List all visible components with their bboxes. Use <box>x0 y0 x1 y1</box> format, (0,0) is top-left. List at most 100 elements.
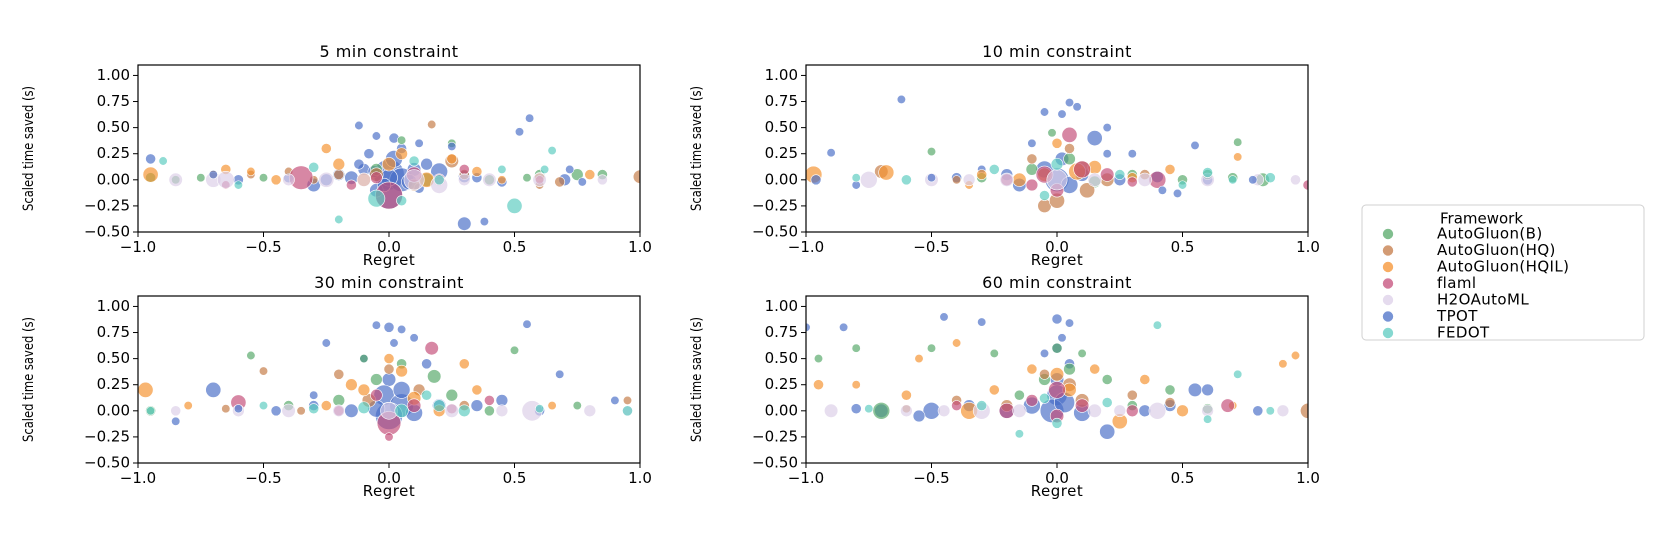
point-fedot <box>146 406 156 416</box>
point-autogluon-hqil- <box>332 157 346 171</box>
y-tick-label: 0.00 <box>765 170 798 188</box>
legend-label: AutoGluon(HQ) <box>1437 241 1556 259</box>
point-autogluon-hqil- <box>395 147 408 160</box>
legend-marker <box>1382 310 1394 323</box>
point-autogluon-hqil- <box>813 379 824 391</box>
point-autogluon-hq- <box>632 169 640 184</box>
point-autogluon-hq- <box>333 368 345 380</box>
point-fedot <box>433 174 445 186</box>
x-tick-label: 0.0 <box>1045 469 1069 487</box>
point-fedot <box>233 180 243 190</box>
point-fedot <box>1177 180 1188 190</box>
y-tick-label: 0.50 <box>765 118 798 136</box>
legend-label: flaml <box>1437 274 1476 292</box>
point-autogluon-b- <box>445 388 459 402</box>
point-flaml <box>1100 167 1115 182</box>
point-h2oautoml <box>170 405 182 417</box>
point-autogluon-hqil- <box>142 166 159 183</box>
point-tpot <box>850 403 862 415</box>
point-flaml <box>1048 381 1066 399</box>
y-tick-label: 0.00 <box>765 401 798 419</box>
point-tpot <box>270 405 282 417</box>
legend-label: AutoGluon(B) <box>1437 225 1543 243</box>
point-autogluon-b- <box>926 147 937 157</box>
subplot-title: 5 min constraint <box>319 42 458 61</box>
point-autogluon-b- <box>1164 384 1176 396</box>
point-tpot <box>926 173 937 183</box>
point-autogluon-hqil- <box>395 364 408 378</box>
point-tpot <box>610 395 620 405</box>
point-fedot <box>258 401 269 411</box>
point-fedot <box>458 404 471 418</box>
point-fedot <box>421 389 432 401</box>
y-tick-label: 0.25 <box>97 144 130 162</box>
point-autogluon-hqil- <box>1139 374 1151 385</box>
point-tpot <box>457 216 472 231</box>
point-h2oautoml <box>1290 174 1301 186</box>
point-h2oautoml <box>900 404 913 418</box>
point-autogluon-hqil- <box>138 381 154 398</box>
point-autogluon-hqil- <box>383 353 395 364</box>
point-flaml <box>1126 404 1139 418</box>
point-autogluon-hqil- <box>901 389 912 401</box>
x-tick-label: −0.5 <box>913 469 949 487</box>
point-autogluon-hq- <box>383 363 395 375</box>
scatter-points <box>138 319 633 442</box>
point-tpot <box>354 120 364 131</box>
legend-marker <box>1382 244 1394 257</box>
point-autogluon-b- <box>370 373 383 386</box>
point-autogluon-hqil- <box>988 384 1000 396</box>
point-autogluon-hqil- <box>320 143 332 154</box>
y-tick-label: 0.00 <box>97 401 130 419</box>
point-tpot <box>1064 98 1075 108</box>
point-flaml <box>1061 126 1078 143</box>
point-fedot <box>1264 172 1276 184</box>
point-tpot <box>577 177 587 187</box>
point-fedot <box>367 189 386 208</box>
point-flaml <box>1073 160 1091 179</box>
point-fedot <box>540 164 550 174</box>
point-fedot <box>851 173 861 183</box>
legend-marker <box>1382 228 1394 240</box>
legend-item: AutoGluon(B) <box>1382 225 1543 243</box>
y-tick-label: 1.00 <box>765 66 798 84</box>
point-autogluon-hqil- <box>976 169 988 180</box>
point-autogluon-hqil- <box>345 378 358 391</box>
point-tpot <box>392 381 411 399</box>
point-tpot <box>977 317 987 327</box>
scatter-points <box>806 94 1308 213</box>
point-autogluon-hq- <box>1039 368 1050 380</box>
y-tick-label: 0.75 <box>97 323 130 341</box>
point-h2oautoml <box>597 174 608 186</box>
point-tpot <box>810 174 822 186</box>
point-flaml <box>1025 178 1039 192</box>
point-flaml <box>1220 398 1235 413</box>
point-tpot <box>383 321 395 333</box>
point-autogluon-hqil- <box>1176 404 1189 418</box>
subplot-3: −1.0 −0.5 0.0 0.5 1.0 −0.50 −0.25 0.00 0.25 0.50 0… <box>21 273 652 500</box>
point-autogluon-b- <box>851 343 861 353</box>
x-tick-label: −0.5 <box>245 238 281 256</box>
point-tpot <box>205 381 222 398</box>
point-autogluon-hqil- <box>1089 363 1101 375</box>
y-tick-label: −0.50 <box>752 223 798 241</box>
point-flaml <box>370 388 383 402</box>
y-axis-label: Scaled time saved (s) <box>21 317 37 442</box>
point-h2oautoml <box>962 173 976 187</box>
point-autogluon-hq- <box>333 169 345 180</box>
subplot-1: −1.0 −0.5 0.0 0.5 1.0 −0.50 −0.25 0.00 0.25 0.50 0… <box>21 42 652 269</box>
point-tpot <box>525 113 535 123</box>
point-tpot <box>839 322 849 332</box>
point-autogluon-hqil- <box>458 358 470 370</box>
legend-items: AutoGluon(B)AutoGluon(HQ)AutoGluon(HQIL)… <box>1382 225 1569 342</box>
point-h2oautoml <box>217 171 235 189</box>
point-fedot <box>1050 157 1064 171</box>
point-fedot <box>622 405 633 417</box>
point-autogluon-hq- <box>427 119 437 130</box>
point-tpot <box>171 416 181 426</box>
point-autogluon-hqil- <box>547 401 557 411</box>
point-autogluon-b- <box>1014 389 1025 401</box>
point-h2oautoml <box>1113 404 1127 418</box>
x-tick-label: 0.5 <box>503 238 527 256</box>
x-tick-label: 0.0 <box>377 238 401 256</box>
